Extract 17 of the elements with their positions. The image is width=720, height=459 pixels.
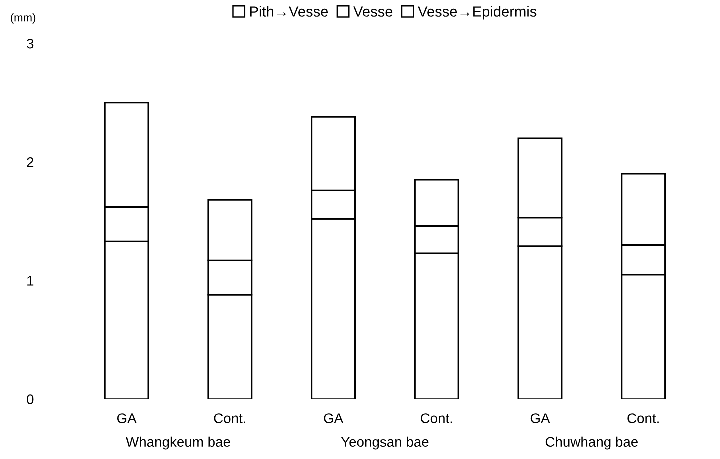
x-tick-label: Cont. bbox=[628, 414, 659, 424]
y-tick-label: 3 bbox=[27, 38, 34, 49]
x-tick-label: Cont. bbox=[420, 414, 452, 424]
legend-label: Pith→Vesse bbox=[250, 6, 328, 17]
x-tick-label: GA bbox=[117, 414, 137, 424]
x-tick-label: Cont. bbox=[214, 414, 246, 424]
y-tick-label: 1 bbox=[28, 276, 34, 286]
x-tick-label: GA bbox=[530, 414, 550, 424]
text: Whangkeum bae bbox=[126, 436, 230, 450]
legend-label: Vesse bbox=[354, 6, 393, 17]
text: Yeongsan bae bbox=[341, 436, 429, 450]
text: Chuwhang bae bbox=[546, 436, 638, 450]
x-tick-label: GA bbox=[324, 414, 344, 424]
y-tick-label: 2 bbox=[27, 158, 34, 168]
y-axis-title: (mm) bbox=[11, 14, 36, 24]
legend-label: Vesse→Epidermis bbox=[418, 6, 537, 20]
y-tick-label: 0 bbox=[27, 394, 34, 404]
